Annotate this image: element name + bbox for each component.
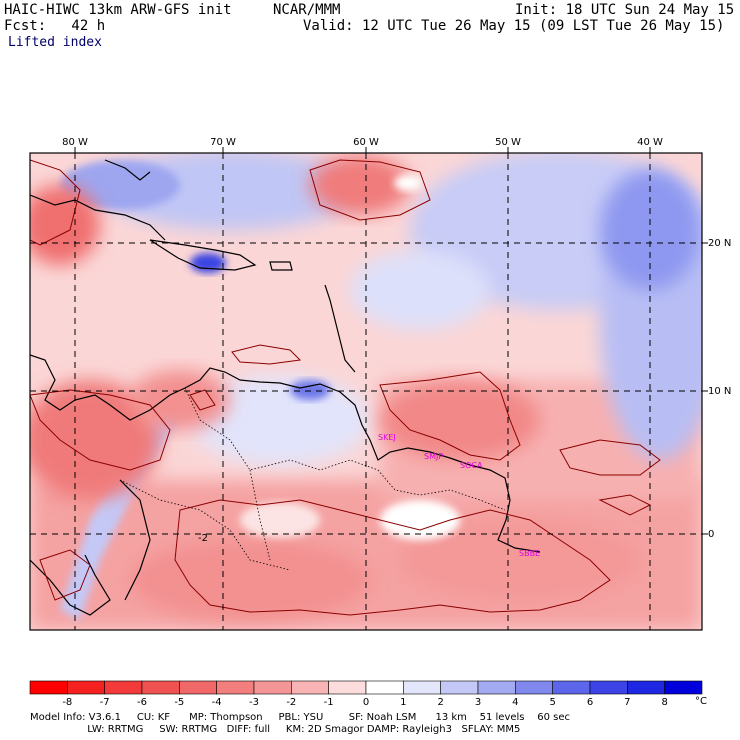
tick-marks [74,147,708,535]
station-smjp: SMJP [424,452,443,461]
coastlines [30,159,541,616]
colorbar-unit: °C [695,696,707,707]
lon-label-40w: 40 W [637,137,663,148]
colorbar-label: 2 [437,697,443,708]
colorbar-label: 7 [624,697,630,708]
colorbar-label: 5 [549,697,555,708]
colorbar-label: -8 [62,697,72,708]
center-label: NCAR/MMM [273,2,341,18]
colorbar-swatch [515,680,553,695]
colorbar-label: -3 [249,697,259,708]
colorbar-swatch [365,680,404,695]
country-borders [119,387,506,571]
lon-label-70w: 70 W [210,137,236,148]
colorbar-swatch [67,680,105,695]
lat-label-0: 0 [708,529,714,540]
init-time: Init: 18 UTC Sun 24 May 15 [515,2,735,18]
model-info-line2: LW: RRTMG SW: RRTMG DIFF: full KM: 2D Sm… [30,724,521,735]
colorbar-label: 4 [512,697,518,708]
colorbar-label: -2 [286,697,296,708]
colorbar-swatch [253,680,292,695]
colorbar-label: 8 [661,697,667,708]
colorbar-swatch [216,680,255,695]
colorbar-label: -7 [100,697,110,708]
valid-time: Valid: 12 UTC Tue 26 May 15 (09 LST Tue … [303,18,725,34]
lat-label-20n: 20 N [708,238,731,249]
colorbar-swatch [589,680,628,695]
lon-label-50w: 50 W [495,137,521,148]
station-sbbe: SBBE [519,549,540,558]
field-name: Lifted index [8,35,102,50]
colorbar-label: -6 [137,697,147,708]
colorbar-swatch [328,680,367,695]
colorbar-label: 1 [400,697,406,708]
station-soca: SOCA [460,461,483,470]
field-shading [30,153,702,630]
colorbar-swatch [477,680,516,695]
colorbar-label: 6 [587,697,593,708]
lon-label-60w: 60 W [353,137,379,148]
lon-label-80w: 80 W [62,137,88,148]
model-title: HAIC-HIWC 13km ARW-GFS init [4,2,232,18]
colorbar-swatch [179,680,217,695]
colorbar-label: 3 [475,697,481,708]
li-contours [30,159,661,616]
colorbar-swatch [403,680,441,695]
colorbar-swatch [104,680,143,695]
colorbar-label: 0 [363,697,369,708]
contour-label: -2 [198,533,208,544]
colorbar-labels: -8 -7 -6 -5 -4 -3 -2 -1 0 1 2 3 4 5 6 7 8 [62,697,668,708]
colorbar-label: -4 [212,697,222,708]
forecast-hour: Fcst: 42 h [4,18,106,34]
colorbar-swatch [664,680,703,695]
graticule [30,153,702,630]
colorbar [29,680,703,695]
lat-label-10n: 10 N [708,386,731,397]
model-info-line1: Model Info: V3.6.1 CU: KF MP: Thompson P… [30,712,570,723]
colorbar-swatch [291,680,329,695]
colorbar-swatch [141,680,180,695]
colorbar-swatch [552,680,591,695]
colorbar-label: -1 [324,697,334,708]
colorbar-label: -5 [174,697,184,708]
station-skej: SKEJ [378,433,396,442]
colorbar-swatch [627,680,665,695]
colorbar-swatch [440,680,479,695]
colorbar-swatch [29,680,68,695]
